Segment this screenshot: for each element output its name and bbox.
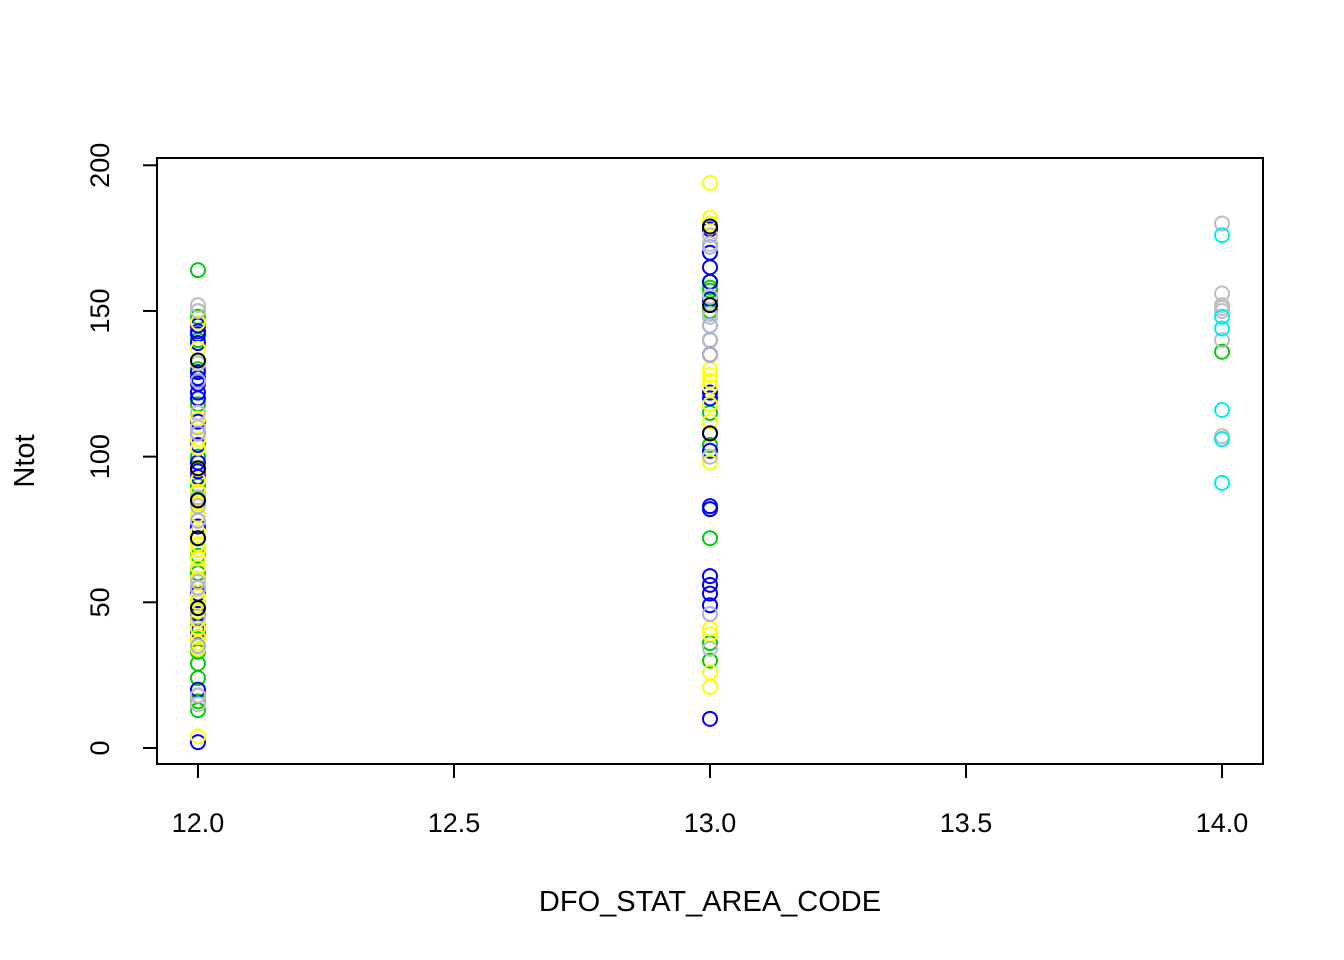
y-tick-label: 50 [85,587,115,617]
data-point [189,419,206,436]
data-point [189,460,206,477]
y-tick-label: 100 [85,434,115,479]
plot-frame [156,157,1264,765]
data-point [702,238,718,255]
data-point [189,492,206,509]
data-point [189,262,206,279]
data-point [702,308,718,325]
data-point [702,448,718,465]
y-tick-label: 150 [85,288,115,333]
y-axis-title: Ntot [9,434,41,487]
data-point [189,728,206,745]
data-point [189,364,206,381]
data-point [189,541,206,558]
data-point [702,597,718,614]
data-point [702,367,718,384]
data-point [189,550,206,567]
data-point [702,442,718,459]
data-point [189,518,206,535]
data-point [189,297,206,314]
data-point [702,390,718,407]
data-point [702,384,718,401]
data-point [189,600,206,617]
data-point [702,218,718,235]
data-point [189,314,206,331]
x-tick-label: 12.5 [428,808,481,838]
data-point [702,425,718,442]
data-point [1214,302,1231,319]
data-point [189,431,206,448]
data-point [702,346,718,363]
x-tick-label: 12.0 [172,808,225,838]
data-point [702,209,718,226]
data-point [702,317,718,334]
data-point [1214,431,1231,448]
data-point [189,734,206,751]
data-point [702,576,718,593]
data-point [189,425,206,442]
data-point [702,227,718,244]
data-point [189,384,206,401]
y-tick-label: 200 [85,143,115,188]
y-tick-label: 0 [85,740,115,755]
data-point [702,413,718,430]
data-point [189,573,206,590]
data-point [702,436,718,453]
data-point [702,396,718,413]
data-point [702,378,718,395]
data-point [702,297,718,314]
data-point [189,530,206,547]
y-axis: 0 50 100 150 200 [85,143,158,755]
data-point [702,372,718,389]
data-point [702,605,718,622]
data-point [189,471,206,488]
x-axis-title: DFO_STAT_AREA_CODE [539,886,881,918]
data-point [702,678,718,695]
data-point [702,259,718,276]
data-point [702,174,718,191]
data-point [189,579,206,596]
x-axis: 12.0 12.5 13.0 13.5 14.0 [172,763,1249,838]
data-point [1214,474,1231,491]
x-tick-label: 13.5 [940,808,993,838]
data-point [702,652,718,669]
data-point [702,710,718,727]
data-point [1214,332,1231,349]
data-point [189,670,206,687]
data-point [189,352,206,369]
data-point [189,524,206,541]
data-points [189,174,1231,751]
data-point [702,288,718,305]
data-point [1214,402,1231,419]
data-point [702,585,718,602]
data-point [1214,320,1231,337]
data-point [189,687,206,704]
data-point [1214,227,1231,244]
data-point [1214,308,1231,325]
data-point [189,696,206,713]
x-tick-label: 13.0 [684,808,737,838]
x-tick-label: 14.0 [1196,808,1249,838]
data-point [702,640,718,657]
data-point [702,568,718,585]
data-point [189,638,206,655]
data-point [1214,343,1231,360]
data-point [189,608,206,625]
data-point [702,332,718,349]
data-point [189,302,206,319]
data-point [1214,215,1231,232]
data-point [189,372,206,389]
data-point [702,454,718,471]
data-point [702,530,718,547]
data-point [189,335,206,352]
data-point [189,629,206,646]
data-point [189,512,206,529]
data-point [702,501,718,518]
